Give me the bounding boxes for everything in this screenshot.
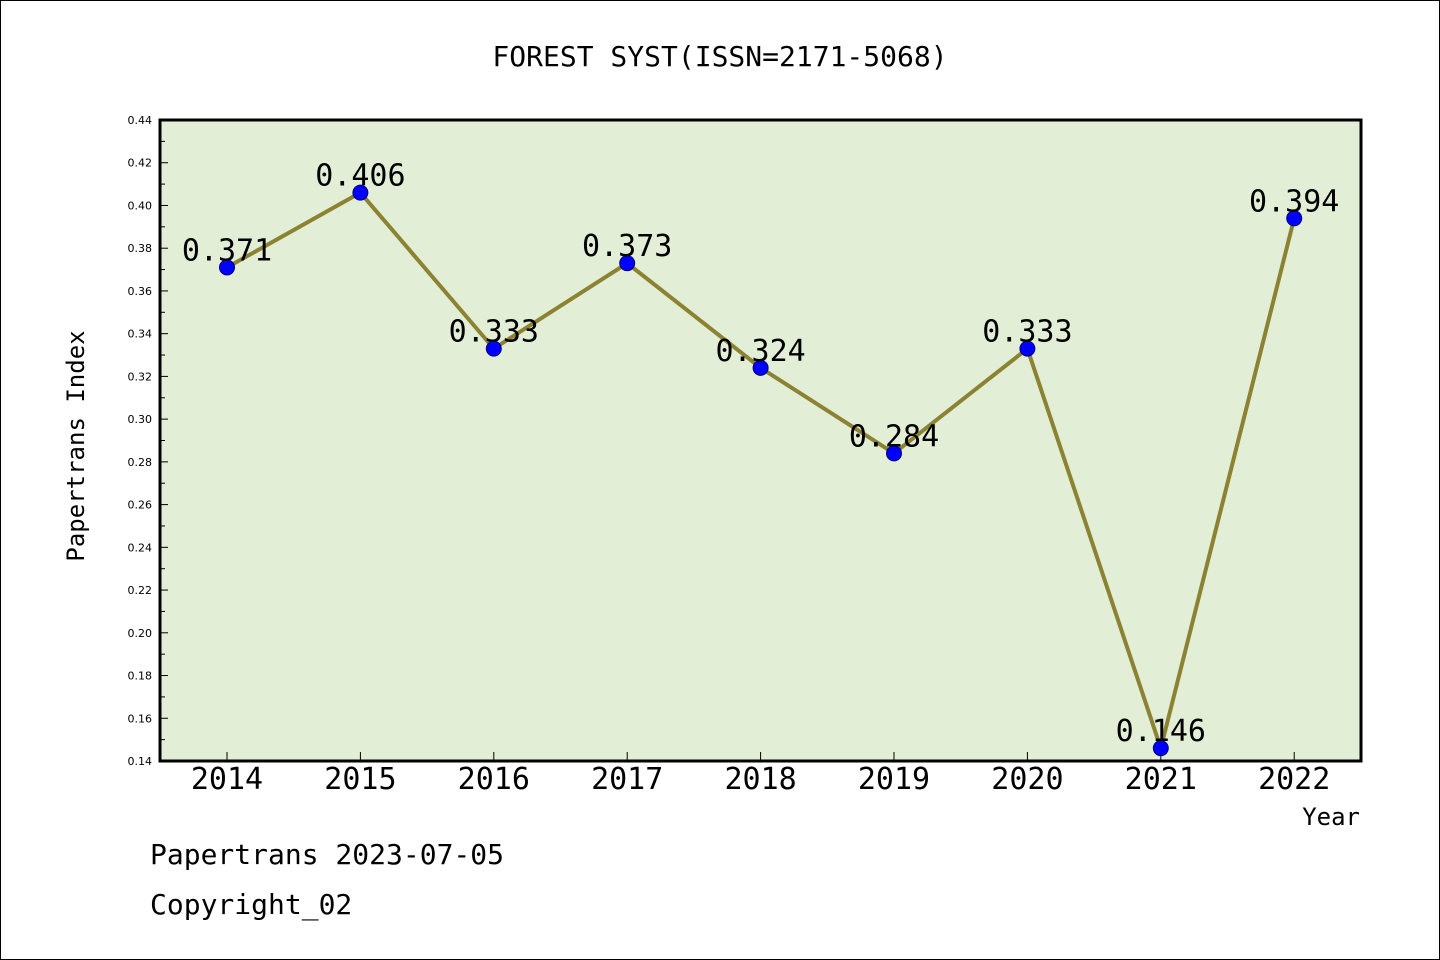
- y-tick-label: 0.18: [128, 670, 153, 683]
- data-label: 0.371: [182, 233, 272, 268]
- footer-copyright: Copyright_02: [150, 888, 352, 922]
- x-tick-label: 2018: [724, 762, 796, 797]
- data-point: [619, 255, 636, 272]
- data-point: [752, 359, 769, 376]
- y-tick-label: 0.30: [128, 413, 153, 426]
- data-label: 0.373: [582, 229, 672, 264]
- y-tick-label: 0.26: [128, 499, 153, 512]
- y-tick-label: 0.20: [128, 627, 153, 640]
- y-tick-label: 0.40: [128, 199, 153, 212]
- data-label: 0.146: [1116, 714, 1206, 749]
- x-tick-label: 2014: [191, 762, 263, 797]
- data-point: [219, 259, 235, 276]
- chart-title: FOREST SYST(ISSN=2171-5068): [492, 40, 947, 73]
- x-tick-label: 2019: [858, 762, 930, 797]
- data-label: 0.406: [315, 159, 405, 194]
- data-point: [485, 340, 502, 357]
- x-tick-label: 2017: [591, 762, 663, 797]
- y-tick-label: 0.14: [128, 755, 153, 768]
- series-group: 0.371 0.406 0.333 0.373 0.324 0.284 0.333 0.146…: [182, 159, 1339, 757]
- x-tick-label: 2022: [1258, 762, 1330, 797]
- x-tick-label: 2015: [324, 762, 396, 797]
- y-tick-label: 0.44: [128, 114, 153, 127]
- footer-date: Papertrans 2023-07-05: [150, 838, 504, 871]
- plot-area: [158, 118, 1363, 763]
- y-tick-label: 0.16: [128, 712, 153, 725]
- data-point: [1152, 740, 1169, 757]
- x-tick-label: 2021: [1125, 762, 1197, 797]
- y-tick-label: 0.38: [128, 242, 153, 255]
- data-point: [1286, 210, 1303, 227]
- x-axis-label: Year: [1302, 803, 1360, 831]
- data-label: 0.284: [849, 419, 939, 454]
- y-tick-label: 0.24: [128, 541, 153, 554]
- data-label: 0.394: [1249, 184, 1339, 219]
- data-label: 0.333: [982, 315, 1072, 350]
- data-point: [352, 184, 369, 201]
- data-label: 0.324: [715, 334, 805, 369]
- x-tick-label: 2020: [991, 762, 1063, 797]
- y-tick-label: 0.42: [128, 157, 153, 170]
- data-point: [886, 445, 902, 462]
- y-tick-label: 0.22: [128, 584, 153, 597]
- x-tick-label: 2016: [458, 762, 530, 797]
- y-tick-label: 0.36: [128, 285, 153, 298]
- y-axis: 0.14 0.16 0.18 0.20 0.22 0.24 0.26 0.28 0.30 0.32…: [128, 114, 168, 768]
- y-axis-label: Papertrans Index: [62, 330, 90, 561]
- x-axis: 2014 2015 2016 2017 2018 2019 2020 2021 2022: [191, 752, 1330, 797]
- y-tick-label: 0.34: [128, 328, 153, 341]
- data-point: [1019, 340, 1036, 357]
- data-label: 0.333: [449, 315, 539, 350]
- y-tick-label: 0.32: [128, 370, 153, 383]
- y-tick-label: 0.28: [128, 456, 153, 469]
